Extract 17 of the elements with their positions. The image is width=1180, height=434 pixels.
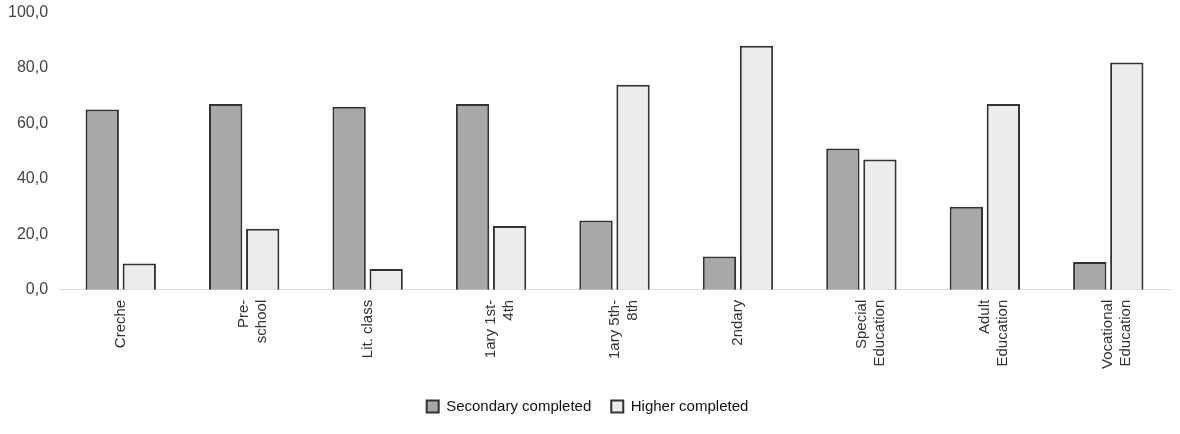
x-tick-label: Pre- school	[234, 299, 270, 344]
y-tick-label: 40,0	[16, 169, 49, 187]
y-tick-label: 0,0	[25, 280, 49, 298]
x-tick-label: Creche	[110, 299, 128, 349]
x-tick-label: 2ndary	[728, 299, 746, 346]
x-tick-label: 1ary 1st- 4th	[481, 299, 517, 359]
y-tick-label: 100,0	[7, 3, 49, 21]
x-tick-label: Special Education	[851, 299, 887, 367]
y-tick-label: 80,0	[16, 58, 49, 76]
legend-label: Secondary completed	[446, 396, 592, 414]
legend-label: Higher completed	[630, 396, 749, 414]
x-tick-label: 1ary 5th- 8th	[604, 299, 640, 359]
x-tick-label: Adult Education	[974, 298, 1010, 367]
x-tick-label: Lit. class	[357, 299, 375, 359]
x-tick-label: Vocational Education	[1098, 299, 1134, 370]
y-tick-label: 60,0	[16, 113, 49, 131]
y-tick-label: 20,0	[16, 224, 49, 242]
